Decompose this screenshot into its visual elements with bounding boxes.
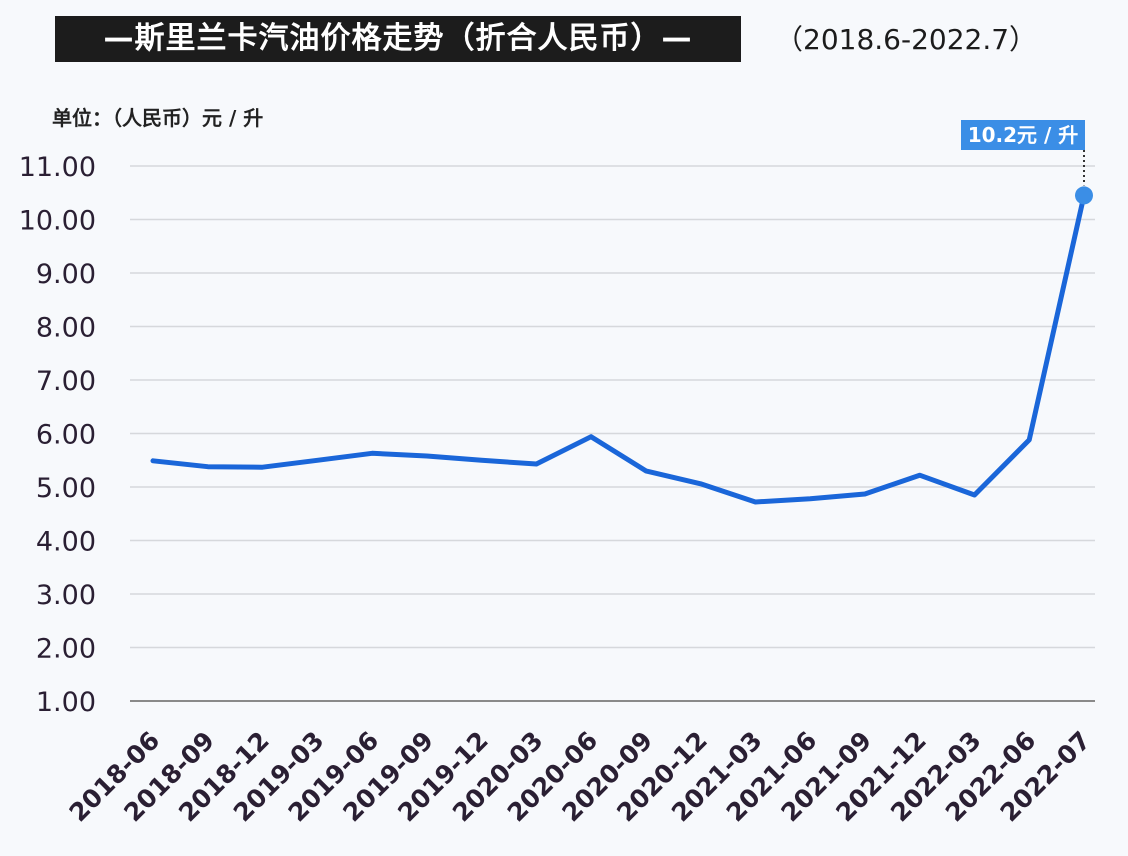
y-tick-label: 11.00: [19, 152, 96, 183]
price-line: [150, 192, 1087, 505]
y-tick-label: 3.00: [36, 580, 96, 611]
y-tick-label: 2.00: [36, 634, 96, 665]
y-tick-label: 7.00: [36, 366, 96, 397]
y-tick-label: 4.00: [36, 527, 96, 558]
y-axis-ticks: 1.00 2.00 3.00 4.00 5.00 6.00 7.00 8.00 9.00 10.0…: [19, 152, 96, 718]
endpoint-marker[interactable]: [1075, 186, 1093, 205]
y-tick-label: 5.00: [36, 473, 96, 504]
gridlines: [130, 165, 1095, 702]
x-axis-ticks: 2018-062018-092018-122019-032019-062019-…: [64, 726, 1097, 828]
y-tick-label: 1.00: [36, 687, 96, 718]
chart-title: —斯里兰卡汽油价格走势（折合人民币）—: [55, 16, 741, 62]
y-tick-label: 8.00: [36, 313, 96, 344]
value-callout: 10.2元 / 升: [961, 120, 1085, 150]
y-tick-label: 9.00: [36, 259, 96, 290]
date-range-label: （2018.6-2022.7）: [775, 23, 1038, 56]
unit-label: 单位：（人民币）元 / 升: [52, 106, 264, 130]
y-tick-label: 10.00: [19, 206, 96, 237]
y-tick-label: 6.00: [36, 420, 96, 451]
